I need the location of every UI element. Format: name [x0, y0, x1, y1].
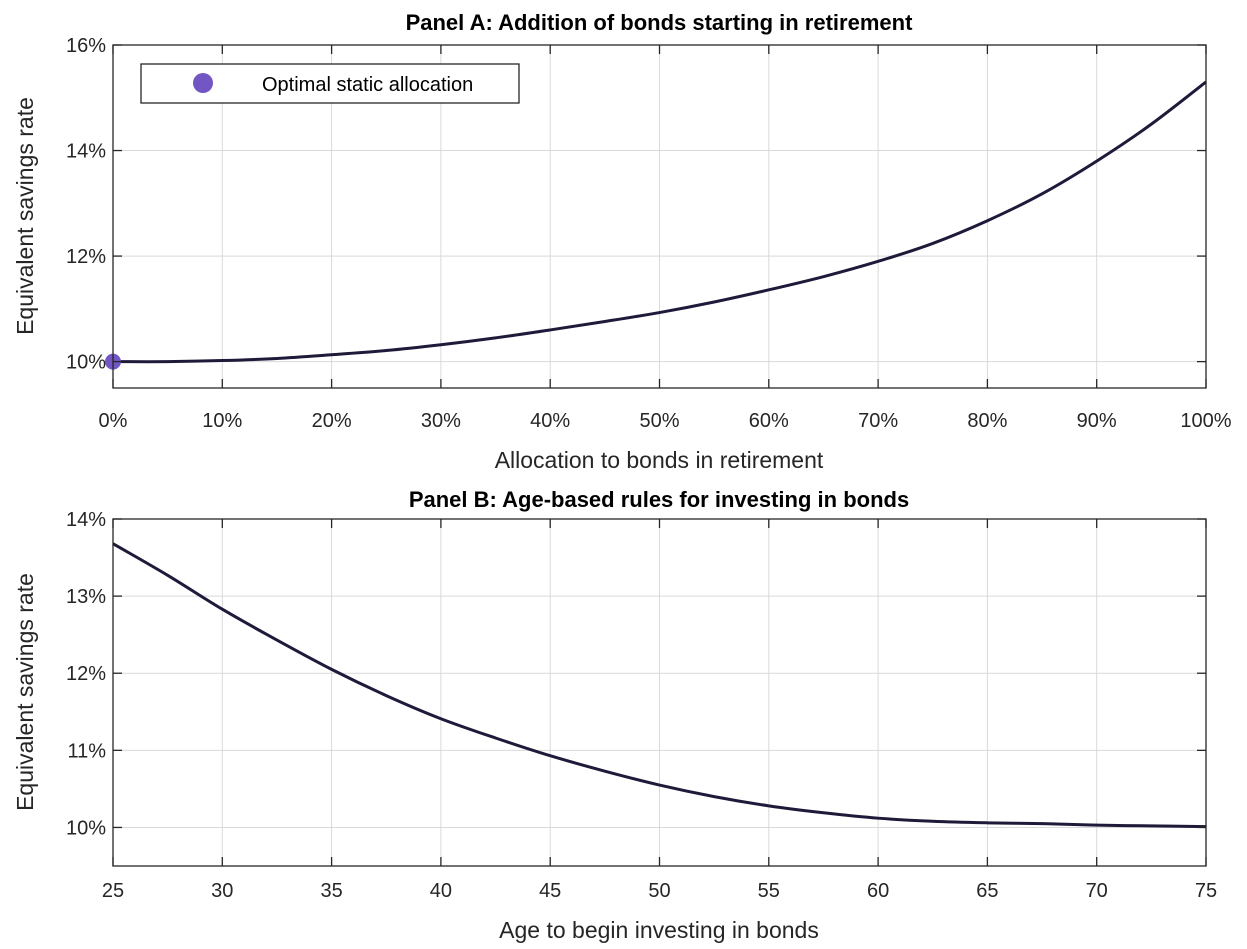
panel-b-chart: Panel B: Age-based rules for investing i… — [12, 487, 1217, 943]
panel-a-y-axis-label: Equivalent savings rate — [12, 97, 38, 335]
panel-b-x-tick-label: 55 — [758, 880, 780, 902]
panel-b-y-tick-label: 10% — [66, 817, 106, 839]
legend-marker-icon — [193, 73, 213, 93]
panel-b-gridlines — [112, 518, 1207, 866]
panel-b-x-tick-label: 25 — [102, 880, 124, 902]
panel-a-x-tick-label: 0% — [99, 410, 128, 432]
panel-b-x-axis-label: Age to begin investing in bonds — [499, 917, 819, 943]
panel-a-y-tick-label: 14% — [66, 141, 106, 163]
panel-a-legend: Optimal static allocation — [140, 63, 520, 104]
panel-a-ticks: 0% 10% 20% 30% 40% 50% 60% 70% 80% 90% 100% 10% 12% 1… — [66, 35, 1232, 432]
panel-a-x-tick-label: 90% — [1077, 410, 1117, 432]
panel-a-y-tick-label: 16% — [66, 35, 106, 57]
panel-b-axes-frame — [112, 518, 1207, 867]
panel-b-x-tick-label: 65 — [976, 880, 998, 902]
panel-a-y-tick-label: 10% — [66, 352, 106, 374]
panel-b-x-tick-label: 30 — [211, 880, 233, 902]
panel-a-series-line — [112, 80, 1207, 364]
panel-b-y-tick-label: 14% — [66, 509, 106, 531]
panel-a-x-tick-label: 10% — [202, 410, 242, 432]
panel-a-x-tick-label: 80% — [967, 410, 1007, 432]
panel-a-chart: Panel A: Addition of bonds starting in r… — [12, 10, 1232, 473]
panel-a-x-tick-label: 20% — [312, 410, 352, 432]
panel-b-ticks: 25 30 35 40 45 50 55 60 65 70 75 10% 11% 12% 13% 14% — [66, 509, 1217, 902]
panel-b-title: Panel B: Age-based rules for investing i… — [409, 487, 909, 512]
panel-b-x-tick-label: 75 — [1195, 880, 1217, 902]
panel-b-x-tick-label: 35 — [320, 880, 342, 902]
panel-b-series — [112, 542, 1207, 829]
panel-b-y-tick-label: 12% — [66, 663, 106, 685]
panel-b-x-tick-label: 45 — [539, 880, 561, 902]
panel-a-x-tick-label: 30% — [421, 410, 461, 432]
panel-a-title: Panel A: Addition of bonds starting in r… — [406, 10, 914, 35]
panel-a-x-axis-label: Allocation to bonds in retirement — [495, 447, 824, 473]
legend-entry-label: Optimal static allocation — [262, 74, 473, 96]
panel-a-x-tick-label: 70% — [858, 410, 898, 432]
panel-a-x-tick-label: 40% — [530, 410, 570, 432]
panel-b-x-tick-label: 60 — [867, 880, 889, 902]
panel-b-y-tick-label: 11% — [67, 740, 106, 762]
panel-a-y-tick-label: 12% — [66, 246, 106, 268]
panel-a-x-tick-label: 50% — [639, 410, 679, 432]
panel-a-x-tick-label: 60% — [749, 410, 789, 432]
panel-b-y-tick-label: 13% — [66, 586, 106, 608]
panel-b-y-axis-label: Equivalent savings rate — [12, 573, 38, 811]
panel-b-x-tick-label: 40 — [430, 880, 452, 902]
panel-b-series-line — [112, 542, 1207, 829]
panel-a-axes-frame — [112, 44, 1207, 389]
panel-a-series — [105, 80, 1207, 370]
panel-a-x-tick-label: 100% — [1180, 410, 1231, 432]
panel-b-x-tick-label: 70 — [1086, 880, 1108, 902]
panel-b-x-tick-label: 50 — [648, 880, 670, 902]
